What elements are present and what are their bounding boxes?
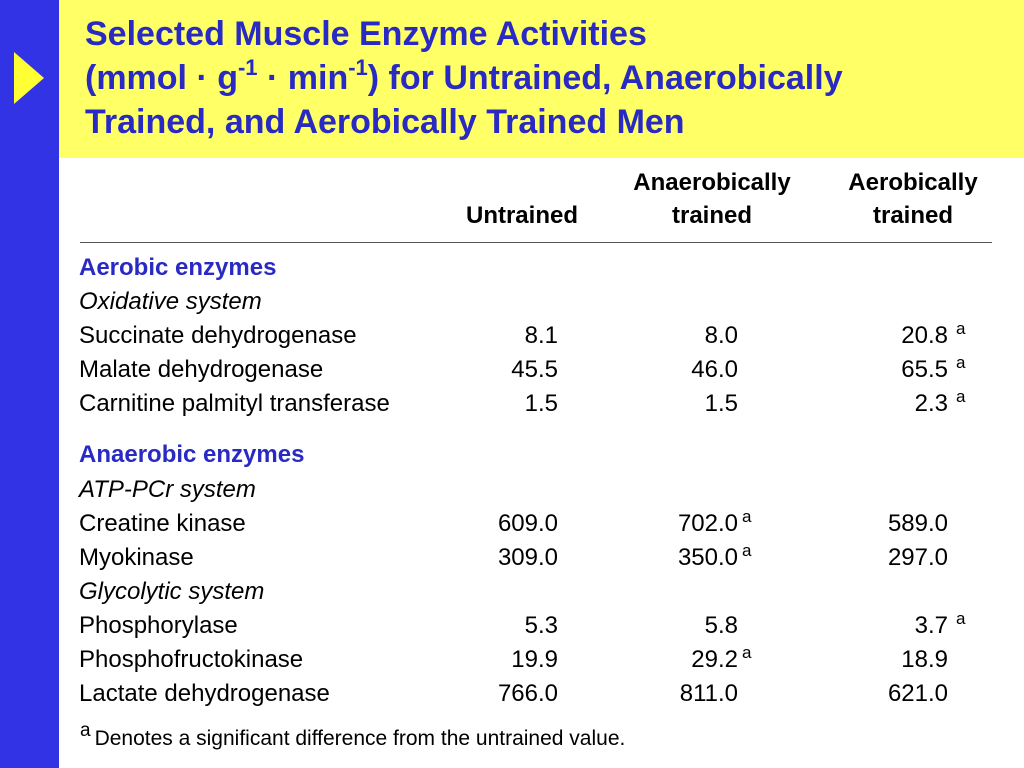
enzyme-name: Phosphorylase — [79, 612, 238, 639]
footnote-mark: a — [80, 720, 91, 741]
header-divider — [80, 242, 992, 243]
value-untrained: 609.0 — [497, 510, 558, 537]
value-anaerobic: 5.8 — [704, 612, 738, 639]
system-atp-pcr: ATP-PCr system — [79, 476, 256, 503]
value-untrained: 309.0 — [497, 544, 558, 571]
col-header-untrained: Untrained — [465, 202, 578, 229]
significance-mark: a — [956, 353, 966, 372]
enzyme-name: Succinate dehydrogenase — [79, 322, 357, 349]
significance-mark: a — [956, 319, 966, 338]
value-untrained: 19.9 — [511, 646, 558, 673]
enzyme-name: Malate dehydrogenase — [79, 356, 324, 383]
value-aerobic: 2.3 — [914, 390, 948, 417]
significance-mark: a — [956, 609, 966, 628]
value-anaerobic: 702.0 — [677, 510, 738, 537]
footnote: a Denotes a significant difference from t… — [80, 720, 626, 751]
value-aerobic: 20.8 — [901, 322, 948, 349]
system-oxidative: Oxidative system — [79, 288, 262, 315]
header-band — [59, 0, 1024, 158]
value-untrained: 5.3 — [524, 612, 558, 639]
value-aerobic: 589.0 — [887, 510, 948, 537]
value-anaerobic: 350.0 — [677, 544, 738, 571]
value-untrained: 8.1 — [524, 322, 558, 349]
value-aerobic: 65.5 — [901, 356, 948, 383]
title-line-1: Selected Muscle Enzyme Activities — [85, 15, 647, 53]
value-aerobic: 297.0 — [887, 544, 948, 571]
footnote-text: Denotes a significant difference from th… — [94, 727, 626, 750]
section-anaerobic-enzymes: Anaerobic enzymes — [79, 441, 305, 468]
value-anaerobic: 29.2 — [691, 646, 738, 673]
value-aerobic: 3.7 — [914, 612, 948, 639]
enzyme-name: Lactate dehydrogenase — [79, 680, 330, 707]
significance-mark: a — [742, 541, 752, 560]
value-anaerobic: 46.0 — [691, 356, 738, 383]
value-untrained: 45.5 — [511, 356, 558, 383]
col-header-anaerobic: Anaerobically trained — [633, 169, 791, 229]
enzyme-name: Phosphofructokinase — [79, 646, 304, 673]
enzyme-name: Carnitine palmityl transferase — [79, 390, 390, 417]
enzyme-name: Myokinase — [79, 544, 194, 571]
value-anaerobic: 1.5 — [704, 390, 738, 417]
value-untrained: 1.5 — [524, 390, 558, 417]
significance-mark: a — [956, 387, 966, 406]
significance-mark: a — [742, 507, 752, 526]
title-line-2: (mmol · g-1 · min-1) for Untrained, Anae… — [85, 54, 843, 97]
title-line-3: Trained, and Aerobically Trained Men — [85, 103, 685, 141]
side-bar — [0, 0, 59, 768]
value-anaerobic: 8.0 — [704, 322, 738, 349]
value-aerobic: 18.9 — [901, 646, 948, 673]
system-glycolytic: Glycolytic system — [79, 578, 265, 605]
play-arrow-icon — [14, 52, 44, 104]
col-header-aerobic: Aerobically trained — [848, 169, 978, 229]
significance-mark: a — [742, 643, 752, 662]
enzyme-name: Creatine kinase — [79, 510, 246, 537]
value-aerobic: 621.0 — [887, 680, 948, 707]
value-anaerobic: 811.0 — [679, 680, 738, 707]
section-aerobic-enzymes: Aerobic enzymes — [79, 254, 277, 281]
value-untrained: 766.0 — [497, 680, 558, 707]
slide-title: Selected Muscle Enzyme Activities (mmol … — [85, 12, 1015, 144]
